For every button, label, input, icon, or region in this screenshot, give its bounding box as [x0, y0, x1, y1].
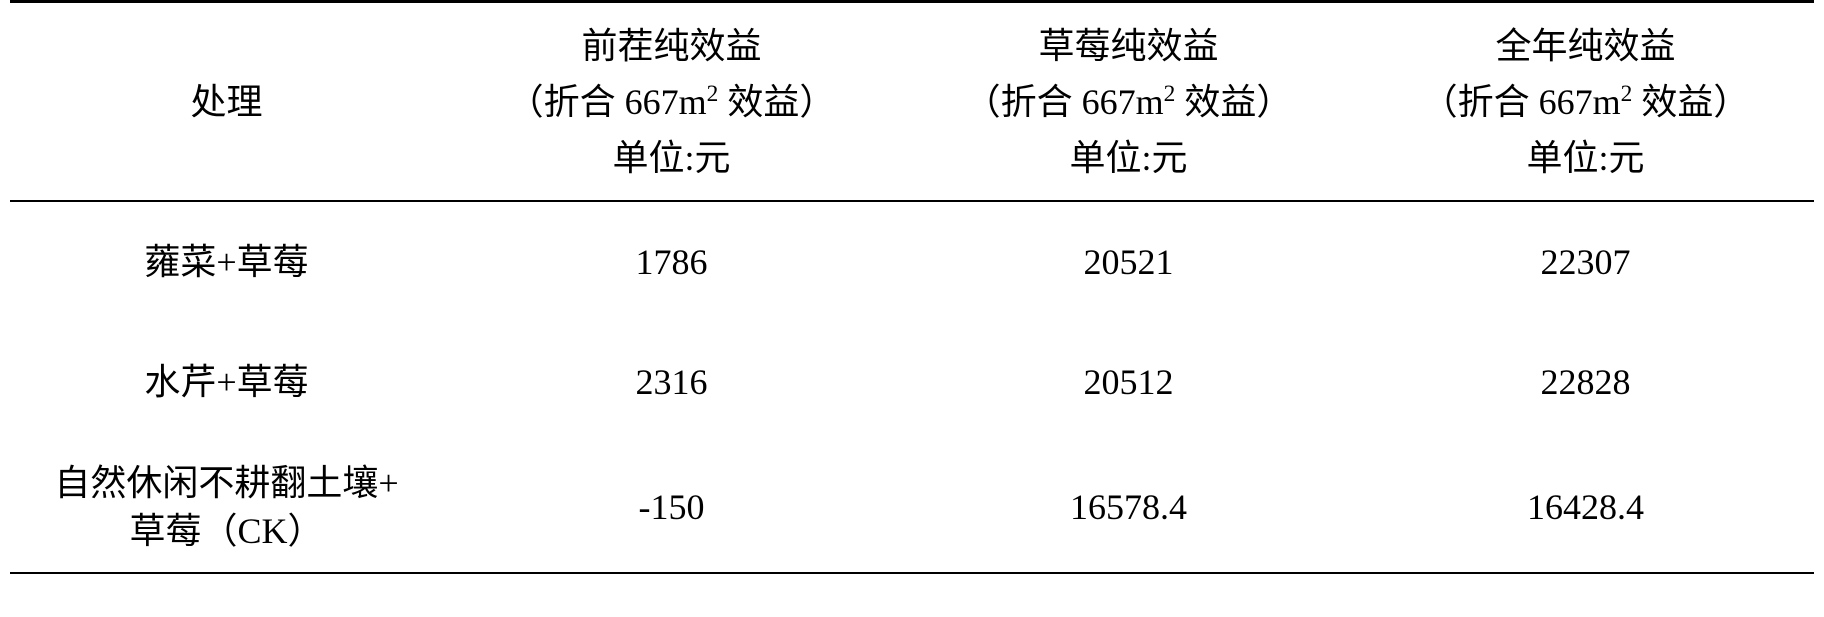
cell-treatment: 水芹+草莓: [10, 322, 443, 442]
cell-treatment-line1: 自然休闲不耕翻土壤+: [54, 463, 398, 503]
table-header-row: 处理 前茬纯效益 （折合 667m2 效益） 单位:元 草莓纯效益 （折合 66…: [10, 2, 1814, 202]
superscript-2-icon: 2: [1164, 81, 1176, 107]
table-header: 处理 前茬纯效益 （折合 667m2 效益） 单位:元 草莓纯效益 （折合 66…: [10, 2, 1814, 202]
cell-treatment: 蕹菜+草莓: [10, 201, 443, 322]
header-treatment-text: 处理: [18, 75, 435, 131]
superscript-2-icon: 2: [707, 81, 719, 107]
header-year-net-line2: （折合 667m2 效益）: [1365, 75, 1806, 131]
cell-treatment: 自然休闲不耕翻土壤+ 草莓（CK）: [10, 442, 443, 573]
benefit-table-container: 处理 前茬纯效益 （折合 667m2 效益） 单位:元 草莓纯效益 （折合 66…: [0, 0, 1824, 617]
cell-straw-net: 20521: [900, 201, 1357, 322]
header-prev-net: 前茬纯效益 （折合 667m2 效益） 单位:元: [443, 2, 900, 202]
cell-year-net: 22828: [1357, 322, 1814, 442]
header-year-net-line2-pre: （折合 667m: [1422, 82, 1621, 122]
cell-year-net: 16428.4: [1357, 442, 1814, 573]
header-treatment: 处理: [10, 2, 443, 202]
header-straw-net-line1: 草莓纯效益: [908, 19, 1349, 75]
header-prev-net-line2-pre: （折合 667m: [508, 82, 707, 122]
cell-straw-net: 16578.4: [900, 442, 1357, 573]
header-year-net-line1: 全年纯效益: [1365, 19, 1806, 75]
cell-straw-net: 20512: [900, 322, 1357, 442]
table-body: 蕹菜+草莓 1786 20521 22307 水芹+草莓 2316 20512 …: [10, 201, 1814, 573]
table-row: 自然休闲不耕翻土壤+ 草莓（CK） -150 16578.4 16428.4: [10, 442, 1814, 573]
cell-year-net: 22307: [1357, 201, 1814, 322]
table-row: 蕹菜+草莓 1786 20521 22307: [10, 201, 1814, 322]
table-row: 水芹+草莓 2316 20512 22828: [10, 322, 1814, 442]
cell-treatment-line2: 草莓（CK）: [129, 511, 323, 551]
benefit-table: 处理 前茬纯效益 （折合 667m2 效益） 单位:元 草莓纯效益 （折合 66…: [10, 0, 1814, 574]
header-prev-net-line2: （折合 667m2 效益）: [451, 75, 892, 131]
header-straw-net-line2-post: 效益）: [1175, 82, 1292, 122]
header-straw-net-line2-pre: （折合 667m: [965, 82, 1164, 122]
header-year-net-line3: 单位:元: [1365, 131, 1806, 187]
header-year-net: 全年纯效益 （折合 667m2 效益） 单位:元: [1357, 2, 1814, 202]
header-straw-net-line2: （折合 667m2 效益）: [908, 75, 1349, 131]
header-prev-net-line3: 单位:元: [451, 131, 892, 187]
superscript-2-icon: 2: [1621, 81, 1633, 107]
header-year-net-line2-post: 效益）: [1632, 82, 1749, 122]
header-straw-net: 草莓纯效益 （折合 667m2 效益） 单位:元: [900, 2, 1357, 202]
header-prev-net-line2-post: 效益）: [718, 82, 835, 122]
cell-prev-net: -150: [443, 442, 900, 573]
header-straw-net-line3: 单位:元: [908, 131, 1349, 187]
cell-prev-net: 1786: [443, 201, 900, 322]
cell-prev-net: 2316: [443, 322, 900, 442]
header-prev-net-line1: 前茬纯效益: [451, 19, 892, 75]
